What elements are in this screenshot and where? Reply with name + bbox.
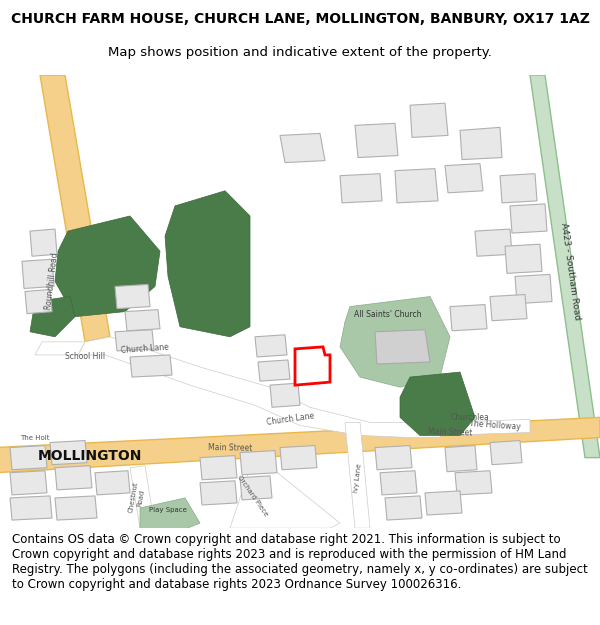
Text: Ivy Lane: Ivy Lane bbox=[353, 463, 363, 492]
Polygon shape bbox=[230, 462, 340, 528]
Polygon shape bbox=[355, 123, 398, 158]
Polygon shape bbox=[375, 446, 412, 470]
Polygon shape bbox=[445, 446, 477, 472]
Polygon shape bbox=[125, 309, 160, 331]
Polygon shape bbox=[425, 491, 462, 515]
Polygon shape bbox=[25, 289, 52, 314]
Polygon shape bbox=[445, 164, 483, 192]
Polygon shape bbox=[40, 75, 110, 342]
Polygon shape bbox=[35, 342, 85, 355]
Text: Main Street: Main Street bbox=[208, 442, 252, 452]
Polygon shape bbox=[340, 296, 450, 387]
Text: Chestnut
Road: Chestnut Road bbox=[128, 481, 146, 514]
Text: Contains OS data © Crown copyright and database right 2021. This information is : Contains OS data © Crown copyright and d… bbox=[12, 533, 588, 591]
Text: The Holloway: The Holloway bbox=[469, 419, 521, 432]
Polygon shape bbox=[130, 355, 172, 377]
Polygon shape bbox=[490, 441, 522, 465]
Text: Church Lane: Church Lane bbox=[266, 412, 314, 427]
Polygon shape bbox=[240, 476, 272, 500]
Text: School Hill: School Hill bbox=[65, 352, 105, 361]
Text: Play Space: Play Space bbox=[149, 507, 187, 513]
Polygon shape bbox=[50, 441, 87, 465]
Text: Church Lane: Church Lane bbox=[121, 342, 169, 355]
Polygon shape bbox=[500, 174, 537, 203]
Polygon shape bbox=[200, 481, 237, 505]
Polygon shape bbox=[455, 471, 492, 495]
Polygon shape bbox=[30, 296, 75, 337]
Polygon shape bbox=[440, 419, 530, 436]
Polygon shape bbox=[130, 466, 155, 528]
Polygon shape bbox=[475, 229, 512, 256]
Polygon shape bbox=[295, 347, 330, 385]
Polygon shape bbox=[0, 418, 600, 472]
Polygon shape bbox=[280, 446, 317, 470]
Polygon shape bbox=[410, 103, 448, 138]
Text: CHURCH FARM HOUSE, CHURCH LANE, MOLLINGTON, BANBURY, OX17 1AZ: CHURCH FARM HOUSE, CHURCH LANE, MOLLINGT… bbox=[11, 12, 589, 26]
Polygon shape bbox=[395, 169, 438, 203]
Polygon shape bbox=[515, 274, 552, 304]
Polygon shape bbox=[375, 330, 430, 364]
Polygon shape bbox=[10, 471, 47, 495]
Polygon shape bbox=[30, 229, 57, 256]
Text: MOLLINGTON: MOLLINGTON bbox=[38, 449, 142, 462]
Polygon shape bbox=[505, 244, 542, 273]
Polygon shape bbox=[200, 456, 237, 480]
Polygon shape bbox=[55, 496, 97, 520]
Text: Churchlea: Churchlea bbox=[451, 413, 490, 422]
Polygon shape bbox=[255, 335, 287, 357]
Polygon shape bbox=[115, 284, 150, 309]
Polygon shape bbox=[55, 466, 92, 490]
Polygon shape bbox=[340, 174, 382, 203]
Polygon shape bbox=[530, 75, 600, 458]
Polygon shape bbox=[10, 496, 52, 520]
Text: Roundhill Road: Roundhill Road bbox=[44, 253, 60, 311]
Text: The Holt: The Holt bbox=[20, 434, 50, 441]
Polygon shape bbox=[55, 216, 160, 317]
Polygon shape bbox=[400, 372, 475, 436]
Polygon shape bbox=[490, 294, 527, 321]
Polygon shape bbox=[10, 446, 47, 470]
Text: All Saints' Church: All Saints' Church bbox=[354, 310, 422, 319]
Polygon shape bbox=[345, 422, 370, 528]
Polygon shape bbox=[510, 204, 547, 233]
Text: Main Street: Main Street bbox=[428, 428, 472, 438]
Text: Orchard Piece: Orchard Piece bbox=[236, 474, 269, 518]
Polygon shape bbox=[165, 191, 250, 337]
Polygon shape bbox=[270, 383, 300, 408]
Polygon shape bbox=[280, 133, 325, 162]
Polygon shape bbox=[115, 330, 154, 351]
Polygon shape bbox=[380, 471, 417, 495]
Polygon shape bbox=[140, 498, 200, 533]
Polygon shape bbox=[22, 259, 54, 289]
Polygon shape bbox=[240, 451, 277, 475]
Polygon shape bbox=[460, 127, 502, 159]
Polygon shape bbox=[258, 360, 290, 381]
Text: Map shows position and indicative extent of the property.: Map shows position and indicative extent… bbox=[108, 46, 492, 59]
Polygon shape bbox=[78, 337, 440, 437]
Polygon shape bbox=[385, 496, 422, 520]
Polygon shape bbox=[95, 471, 130, 495]
Polygon shape bbox=[450, 304, 487, 331]
Text: A423 - Southam Road: A423 - Southam Road bbox=[559, 222, 581, 321]
